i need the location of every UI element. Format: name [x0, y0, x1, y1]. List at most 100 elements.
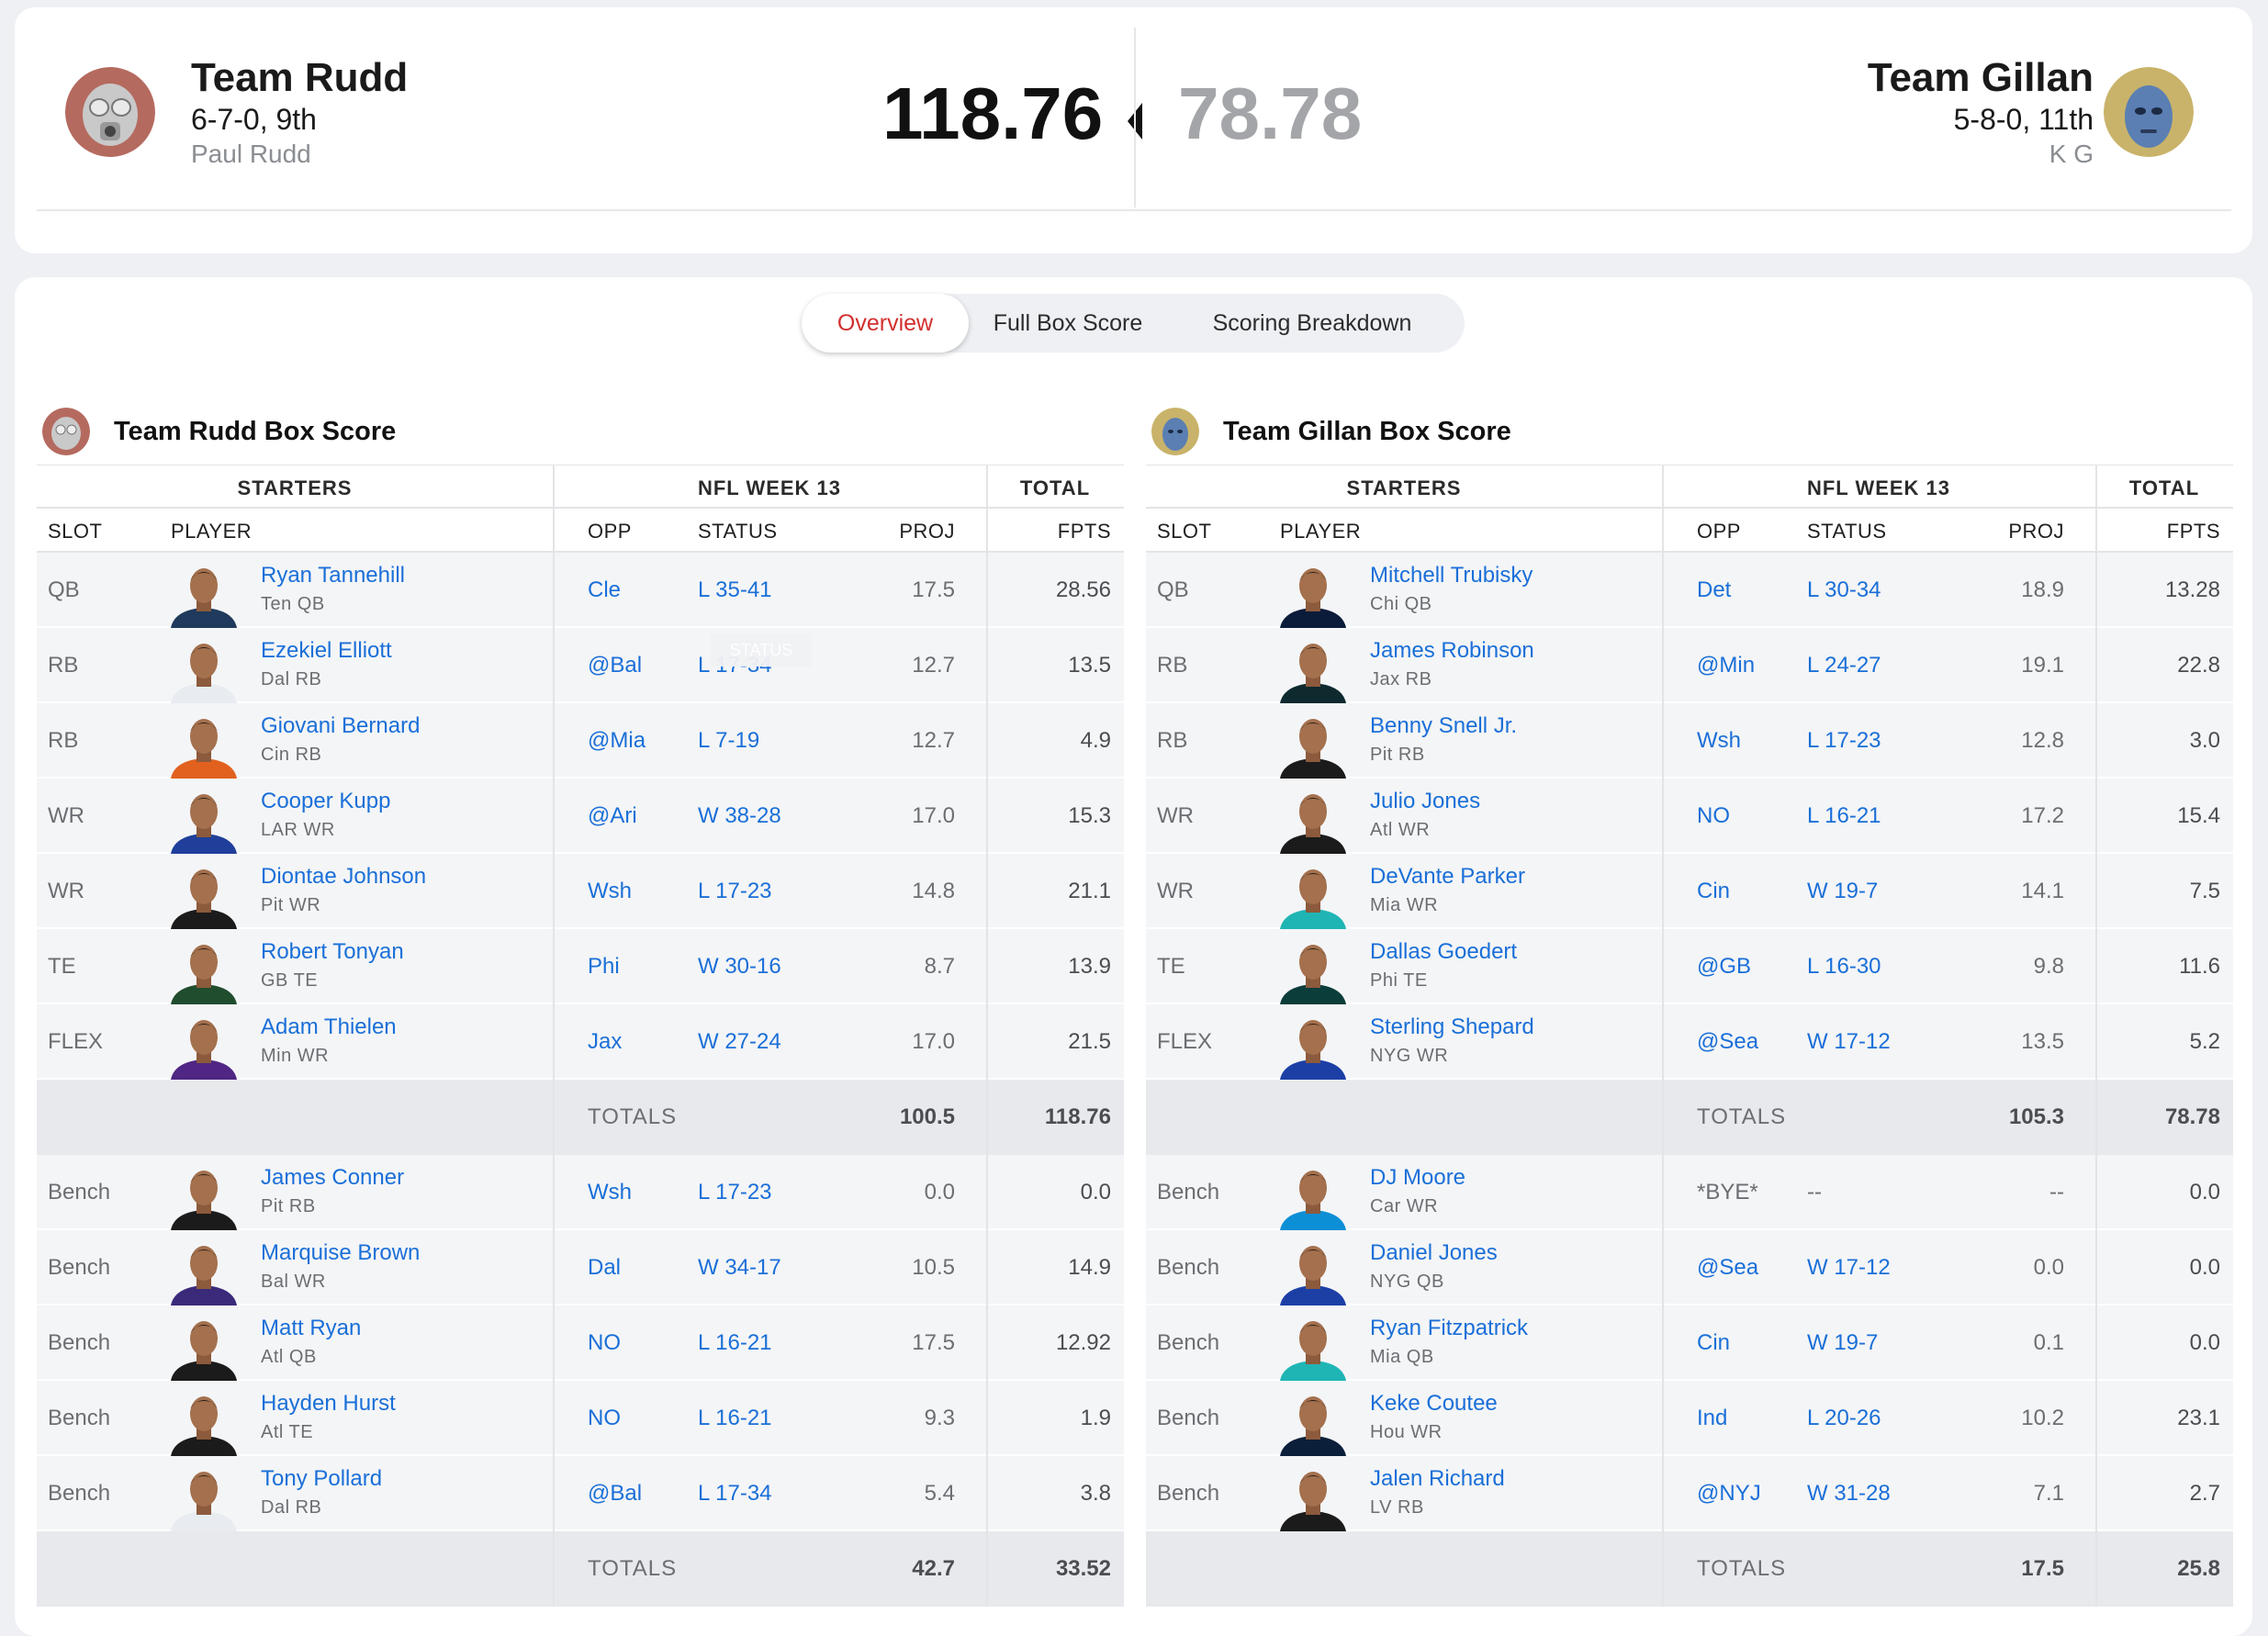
player-name-link[interactable]: Cooper Kupp — [261, 789, 391, 813]
player-headshot[interactable] — [165, 712, 242, 779]
opponent-link[interactable]: Wsh — [588, 879, 632, 903]
player-headshot[interactable] — [165, 1014, 242, 1080]
player-name-link[interactable]: Hayden Hurst — [261, 1391, 396, 1416]
opponent-link[interactable]: Jax — [588, 1029, 623, 1054]
opponent-link[interactable]: Cin — [1697, 879, 1731, 903]
player-name-link[interactable]: James Robinson — [1370, 638, 1534, 663]
game-status-link[interactable]: W 31-28 — [1807, 1481, 1891, 1506]
player-headshot[interactable] — [1274, 1239, 1352, 1305]
opponent-link[interactable]: @Min — [1697, 653, 1756, 678]
away-team-name[interactable]: Team Gillan — [1867, 55, 2094, 100]
game-status-link[interactable]: L 30-34 — [1807, 577, 1881, 602]
game-status-link[interactable]: L 17-23 — [698, 1180, 772, 1205]
opponent-link[interactable]: @Sea — [1697, 1255, 1759, 1280]
game-status-link[interactable]: L 20-26 — [1807, 1406, 1881, 1430]
player-headshot[interactable] — [165, 863, 242, 929]
player-headshot[interactable] — [165, 1465, 242, 1531]
player-headshot[interactable] — [1274, 712, 1352, 779]
player-headshot[interactable] — [165, 938, 242, 1004]
game-status-link[interactable]: W 30-16 — [698, 954, 781, 979]
player-name-link[interactable]: Marquise Brown — [261, 1240, 421, 1265]
player-headshot[interactable] — [1274, 1390, 1352, 1456]
player-headshot[interactable] — [165, 1239, 242, 1305]
player-name-link[interactable]: Benny Snell Jr. — [1370, 713, 1518, 738]
player-name-link[interactable]: Dallas Goedert — [1370, 939, 1518, 964]
opponent-link[interactable]: @GB — [1697, 954, 1752, 979]
player-name-link[interactable]: Diontae Johnson — [261, 864, 427, 889]
opponent-link[interactable]: @Bal — [588, 653, 643, 678]
team-rudd-avatar[interactable] — [65, 67, 155, 157]
player-headshot[interactable] — [1274, 1014, 1352, 1080]
player-name-link[interactable]: DJ Moore — [1370, 1165, 1466, 1190]
player-name-link[interactable]: Giovani Bernard — [261, 713, 421, 738]
opponent-link[interactable]: NO — [588, 1406, 621, 1430]
game-status-link[interactable]: L 35-41 — [698, 577, 772, 602]
game-status-link[interactable]: L 17-23 — [698, 879, 772, 903]
opponent-link[interactable]: Dal — [588, 1255, 622, 1280]
game-status-link[interactable]: L 7-19 — [698, 728, 760, 753]
game-status-link[interactable]: L 17-23 — [1807, 728, 1881, 753]
opponent-link[interactable]: Wsh — [1697, 728, 1741, 753]
game-status-link[interactable]: W 17-12 — [1807, 1029, 1891, 1054]
player-name-link[interactable]: Julio Jones — [1370, 789, 1481, 813]
team-gillan-avatar-small[interactable] — [1151, 408, 1199, 455]
player-headshot[interactable] — [1274, 863, 1352, 929]
game-status-link[interactable]: L 16-21 — [698, 1330, 772, 1355]
tab-full-box-score[interactable]: Full Box Score — [993, 310, 1143, 336]
opponent-link[interactable]: @Bal — [588, 1481, 643, 1506]
player-name-link[interactable]: Ezekiel Elliott — [261, 638, 392, 663]
opponent-link[interactable]: @NYJ — [1697, 1481, 1761, 1506]
player-name-link[interactable]: Daniel Jones — [1370, 1240, 1498, 1265]
player-name-link[interactable]: Ryan Fitzpatrick — [1370, 1316, 1529, 1340]
player-name-link[interactable]: Jalen Richard — [1370, 1466, 1505, 1491]
player-headshot[interactable] — [165, 788, 242, 854]
player-headshot[interactable] — [1274, 562, 1352, 628]
opponent-link[interactable]: Cle — [588, 577, 622, 602]
player-headshot[interactable] — [165, 637, 242, 703]
opponent-link[interactable]: @Sea — [1697, 1029, 1759, 1054]
player-name-link[interactable]: Ryan Tannehill — [261, 563, 405, 588]
player-name-link[interactable]: Robert Tonyan — [261, 939, 404, 964]
game-status-link[interactable]: L 24-27 — [1807, 653, 1881, 678]
player-headshot[interactable] — [165, 562, 242, 628]
game-status-link[interactable]: W 34-17 — [698, 1255, 781, 1280]
game-status-link[interactable]: W 19-7 — [1807, 1330, 1879, 1355]
player-name-link[interactable]: Sterling Shepard — [1370, 1014, 1534, 1039]
player-headshot[interactable] — [1274, 788, 1352, 854]
opponent-link[interactable]: @Ari — [588, 803, 637, 828]
home-team-name[interactable]: Team Rudd — [191, 55, 409, 100]
player-headshot[interactable] — [165, 1390, 242, 1456]
game-status-link[interactable]: W 19-7 — [1807, 879, 1879, 903]
game-status-link[interactable]: L 16-21 — [698, 1406, 772, 1430]
team-rudd-avatar-small[interactable] — [42, 408, 90, 455]
opponent-link[interactable]: NO — [1697, 803, 1730, 828]
player-name-link[interactable]: Mitchell Trubisky — [1370, 563, 1533, 588]
tab-scoring-breakdown[interactable]: Scoring Breakdown — [1212, 310, 1412, 336]
player-name-link[interactable]: Adam Thielen — [261, 1014, 397, 1039]
player-headshot[interactable] — [1274, 1315, 1352, 1381]
player-headshot[interactable] — [165, 1315, 242, 1381]
opponent-link[interactable]: Phi — [588, 954, 620, 979]
player-name-link[interactable]: Tony Pollard — [261, 1466, 383, 1491]
game-status-link[interactable]: W 17-12 — [1807, 1255, 1891, 1280]
game-status-link[interactable]: L 16-21 — [1807, 803, 1881, 828]
player-headshot[interactable] — [1274, 637, 1352, 703]
game-status-link[interactable]: L 17-34 — [698, 1481, 772, 1506]
opponent-link[interactable]: Det — [1697, 577, 1732, 602]
opponent-link[interactable]: Cin — [1697, 1330, 1731, 1355]
game-status-link[interactable]: W 27-24 — [698, 1029, 781, 1054]
player-headshot[interactable] — [1274, 1164, 1352, 1230]
player-name-link[interactable]: Matt Ryan — [261, 1316, 362, 1340]
opponent-link[interactable]: Wsh — [588, 1180, 632, 1205]
player-name-link[interactable]: James Conner — [261, 1165, 405, 1190]
player-headshot[interactable] — [1274, 1465, 1352, 1531]
player-name-link[interactable]: Keke Coutee — [1370, 1391, 1498, 1416]
player-headshot[interactable] — [1274, 938, 1352, 1004]
team-gillan-avatar[interactable] — [2104, 67, 2194, 157]
opponent-link[interactable]: NO — [588, 1330, 621, 1355]
player-name-link[interactable]: DeVante Parker — [1370, 864, 1525, 889]
player-headshot[interactable] — [165, 1164, 242, 1230]
opponent-link[interactable]: Ind — [1697, 1406, 1728, 1430]
opponent-link[interactable]: @Mia — [588, 728, 646, 753]
tab-overview[interactable]: Overview — [802, 294, 969, 353]
